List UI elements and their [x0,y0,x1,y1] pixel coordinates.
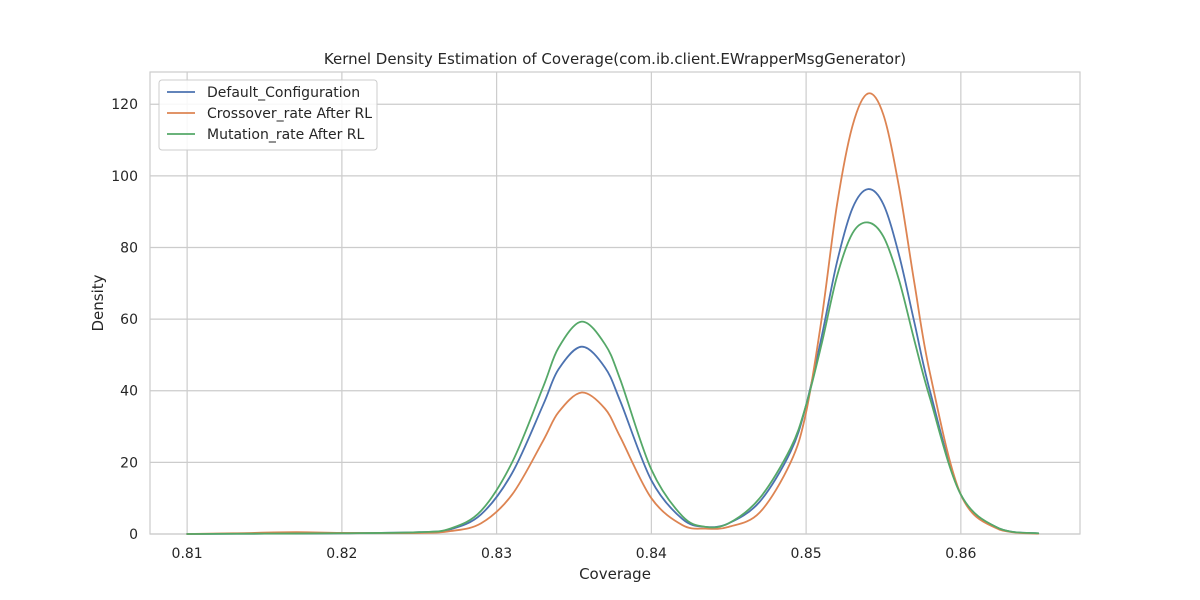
legend-box [158,79,378,151]
x-tick-label: 0.84 [636,546,667,562]
legend: Default_Configuration Crossover_rate Afte… [158,79,378,151]
x-tick-label: 0.85 [791,546,822,562]
x-tick-label: 0.82 [326,546,357,562]
plot-frame [149,71,1081,535]
y-tick-label: 80 [120,240,138,256]
legend-label: Crossover_rate After RL [207,106,372,122]
chart-title: Kernel Density Estimation of Coverage(co… [324,50,906,68]
y-tick-labels: 0 20 40 60 80 100 120 [111,97,138,543]
series-line-2 [186,92,1040,535]
series-lines [186,92,1040,535]
y-axis-label: Density [89,274,107,331]
x-tick-labels: 0.81 0.82 0.83 0.84 0.85 0.86 [172,546,977,562]
legend-label: Mutation_rate After RL [207,127,365,143]
series-line-3 [186,221,1040,535]
y-tick-label: 100 [111,169,138,185]
y-tick-label: 0 [129,527,138,543]
x-tick-label: 0.83 [481,546,512,562]
y-tick-label: 20 [120,455,138,471]
y-tick-label: 120 [111,97,138,113]
legend-label: Default_Configuration [207,85,360,101]
y-tick-label: 40 [120,384,138,400]
x-tick-label: 0.86 [945,546,976,562]
y-tick-label: 60 [120,312,138,328]
x-tick-label: 0.81 [172,546,203,562]
x-axis-label: Coverage [579,565,651,583]
